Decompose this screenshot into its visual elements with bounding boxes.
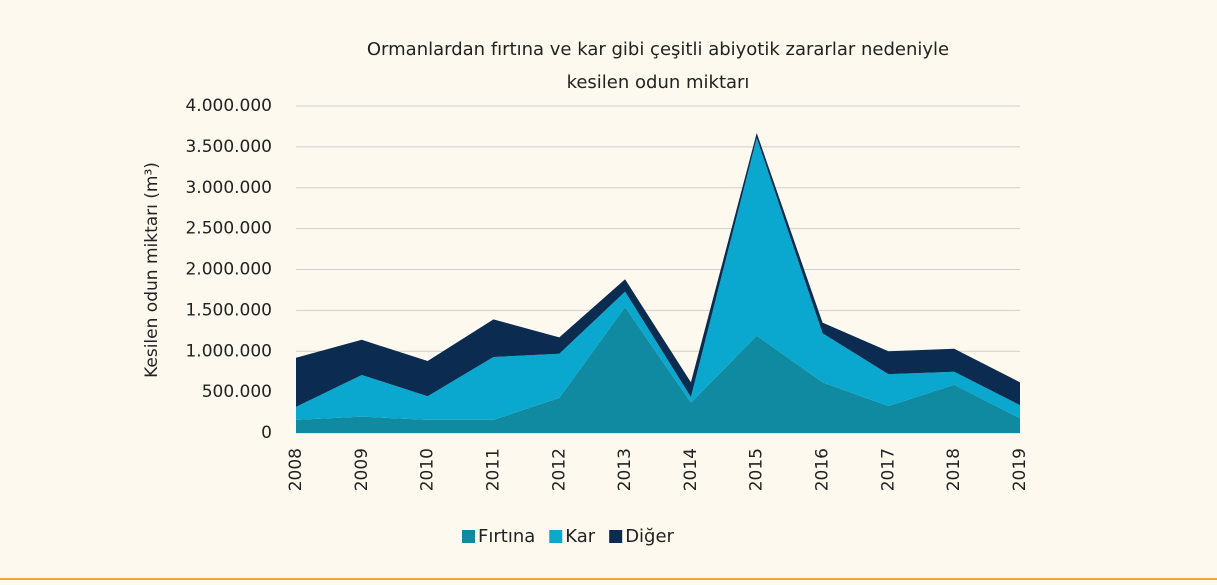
- y-tick-label: 4.000.000: [185, 96, 272, 116]
- y-tick-label: 3.000.000: [185, 178, 272, 198]
- area: [296, 307, 1020, 433]
- x-tick-label: 2008: [286, 448, 306, 491]
- x-tick-label: 2014: [681, 448, 701, 491]
- legend-label: Kar: [565, 526, 596, 547]
- legend-swatch: [549, 530, 563, 543]
- legend-swatch: [462, 530, 475, 543]
- area: [296, 132, 1020, 407]
- x-tick-label: 2018: [944, 448, 964, 491]
- chart-title: kesilen odun miktarı: [567, 72, 750, 93]
- legend-label: Diğer: [625, 526, 674, 547]
- y-tick-label: 500.000: [202, 382, 272, 402]
- x-tick-label: 2017: [878, 448, 898, 491]
- x-tick-label: 2019: [1010, 448, 1030, 491]
- x-tick-label: 2012: [549, 448, 569, 491]
- x-tick-label: 2016: [813, 448, 833, 491]
- y-axis-label: Kesilen odun miktarı (m³): [142, 162, 162, 378]
- y-tick-label: 1.500.000: [185, 300, 272, 320]
- x-tick-label: 2015: [747, 448, 767, 491]
- legend-label: Fırtına: [478, 526, 535, 547]
- x-tick-label: 2011: [483, 448, 503, 491]
- y-tick-label: 2.000.000: [185, 260, 272, 280]
- y-tick-label: 3.500.000: [185, 137, 272, 157]
- chart-title: Ormanlardan fırtına ve kar gibi çeşitli …: [367, 39, 949, 60]
- x-tick-label: 2010: [418, 448, 438, 491]
- y-tick-label: 0: [261, 423, 272, 443]
- area: [296, 137, 1020, 420]
- legend-swatch: [609, 530, 623, 543]
- x-tick-label: 2013: [615, 448, 635, 491]
- y-tick-label: 1.000.000: [185, 341, 272, 361]
- y-tick-label: 2.500.000: [185, 219, 272, 239]
- x-tick-label: 2009: [352, 448, 372, 491]
